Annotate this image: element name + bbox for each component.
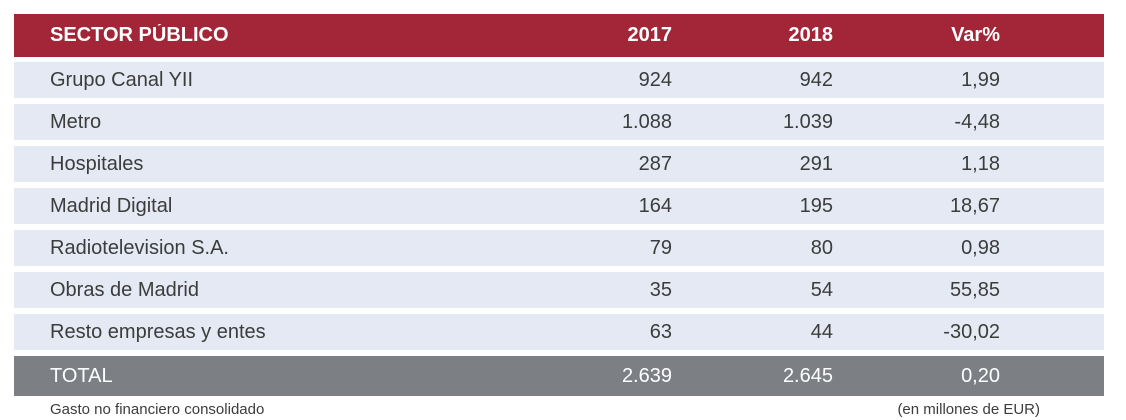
row-label: Grupo Canal YII xyxy=(50,68,194,91)
value-var: 1,99 xyxy=(961,68,1000,91)
value-2017: 924 xyxy=(638,68,672,91)
table-row: Madrid Digital 164 195 18,67 xyxy=(14,188,1104,224)
table-row: Resto empresas y entes 63 44 -30,02 xyxy=(14,314,1104,350)
total-value-var: 0,20 xyxy=(961,364,1000,387)
value-var: -4,48 xyxy=(954,110,1000,133)
value-2018: 1.039 xyxy=(782,110,833,133)
table-title: SECTOR PÚBLICO xyxy=(50,24,229,46)
table-footnote: Gasto no financiero consolidado (en mill… xyxy=(14,401,1104,418)
value-2018: 54 xyxy=(810,278,833,301)
table-row: Metro 1.088 1.039 -4,48 xyxy=(14,104,1104,140)
table-row: Radiotelevision S.A. 79 80 0,98 xyxy=(14,230,1104,266)
value-var: 1,18 xyxy=(961,152,1000,175)
value-2017: 164 xyxy=(638,194,672,217)
total-value-2017: 2.639 xyxy=(621,364,672,387)
value-2017: 79 xyxy=(649,236,672,259)
column-header-2018: 2018 xyxy=(788,24,834,46)
sector-publico-table: SECTOR PÚBLICO 2017 2018 Var% Grupo Cana… xyxy=(14,14,1104,418)
value-var: 18,67 xyxy=(949,194,1000,217)
table-row: Hospitales 287 291 1,18 xyxy=(14,146,1104,182)
value-2017: 1.088 xyxy=(621,110,672,133)
row-label: Obras de Madrid xyxy=(50,278,199,301)
table-row: Obras de Madrid 35 54 55,85 xyxy=(14,272,1104,308)
row-label: Metro xyxy=(50,110,102,133)
value-var: 55,85 xyxy=(949,278,1000,301)
value-2018: 80 xyxy=(810,236,833,259)
total-label: TOTAL xyxy=(50,364,113,387)
footnote-left: Gasto no financiero consolidado xyxy=(50,401,265,418)
column-header-2017: 2017 xyxy=(627,24,673,46)
value-2017: 63 xyxy=(649,320,672,343)
value-var: 0,98 xyxy=(961,236,1000,259)
table-header-row: SECTOR PÚBLICO 2017 2018 Var% xyxy=(14,14,1104,57)
row-label: Madrid Digital xyxy=(50,194,173,217)
table-row: Grupo Canal YII 924 942 1,99 xyxy=(14,62,1104,98)
value-var: -30,02 xyxy=(943,320,1000,343)
row-label: Resto empresas y entes xyxy=(50,320,266,343)
total-value-2018: 2.645 xyxy=(782,364,833,387)
value-2018: 195 xyxy=(799,194,833,217)
row-label: Radiotelevision S.A. xyxy=(50,236,229,259)
value-2017: 287 xyxy=(638,152,672,175)
value-2017: 35 xyxy=(649,278,672,301)
value-2018: 44 xyxy=(810,320,833,343)
value-2018: 942 xyxy=(799,68,833,91)
footnote-right: (en millones de EUR) xyxy=(897,401,1040,418)
value-2018: 291 xyxy=(799,152,833,175)
total-row: TOTAL 2.639 2.645 0,20 xyxy=(14,356,1104,396)
column-header-var: Var% xyxy=(951,24,1000,46)
table-body: Grupo Canal YII 924 942 1,99 Metro 1.088… xyxy=(14,62,1104,350)
row-label: Hospitales xyxy=(50,152,144,175)
